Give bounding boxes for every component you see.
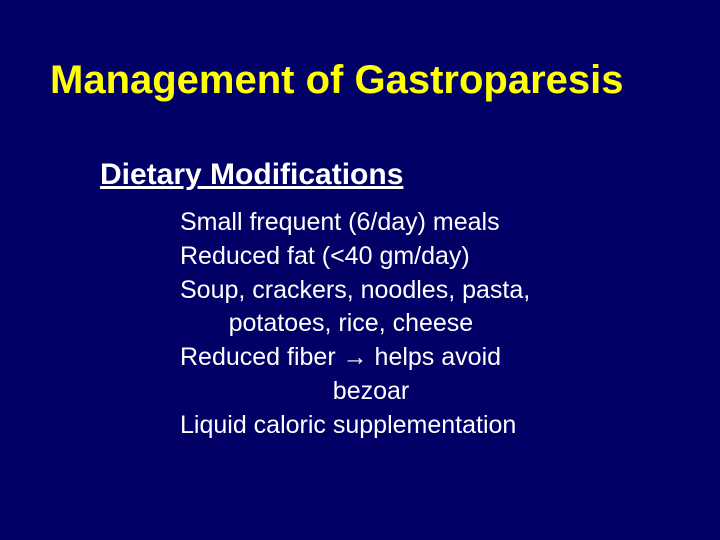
slide-body: Small frequent (6/day) meals Reduced fat… (180, 206, 530, 442)
body-line: Small frequent (6/day) meals (180, 206, 530, 240)
body-line: Liquid caloric supplementation (180, 409, 530, 443)
body-line: Reduced fiber → helps avoid (180, 341, 530, 375)
body-line: Soup, crackers, noodles, pasta, (180, 274, 530, 308)
body-line: Reduced fat (<40 gm/day) (180, 240, 530, 274)
slide-subtitle: Dietary Modifications (100, 158, 403, 192)
body-line: bezoar (180, 375, 530, 409)
body-line: potatoes, rice, cheese (180, 307, 530, 341)
slide-title: Management of Gastroparesis (50, 58, 624, 103)
slide: Management of Gastroparesis Dietary Modi… (0, 0, 720, 540)
